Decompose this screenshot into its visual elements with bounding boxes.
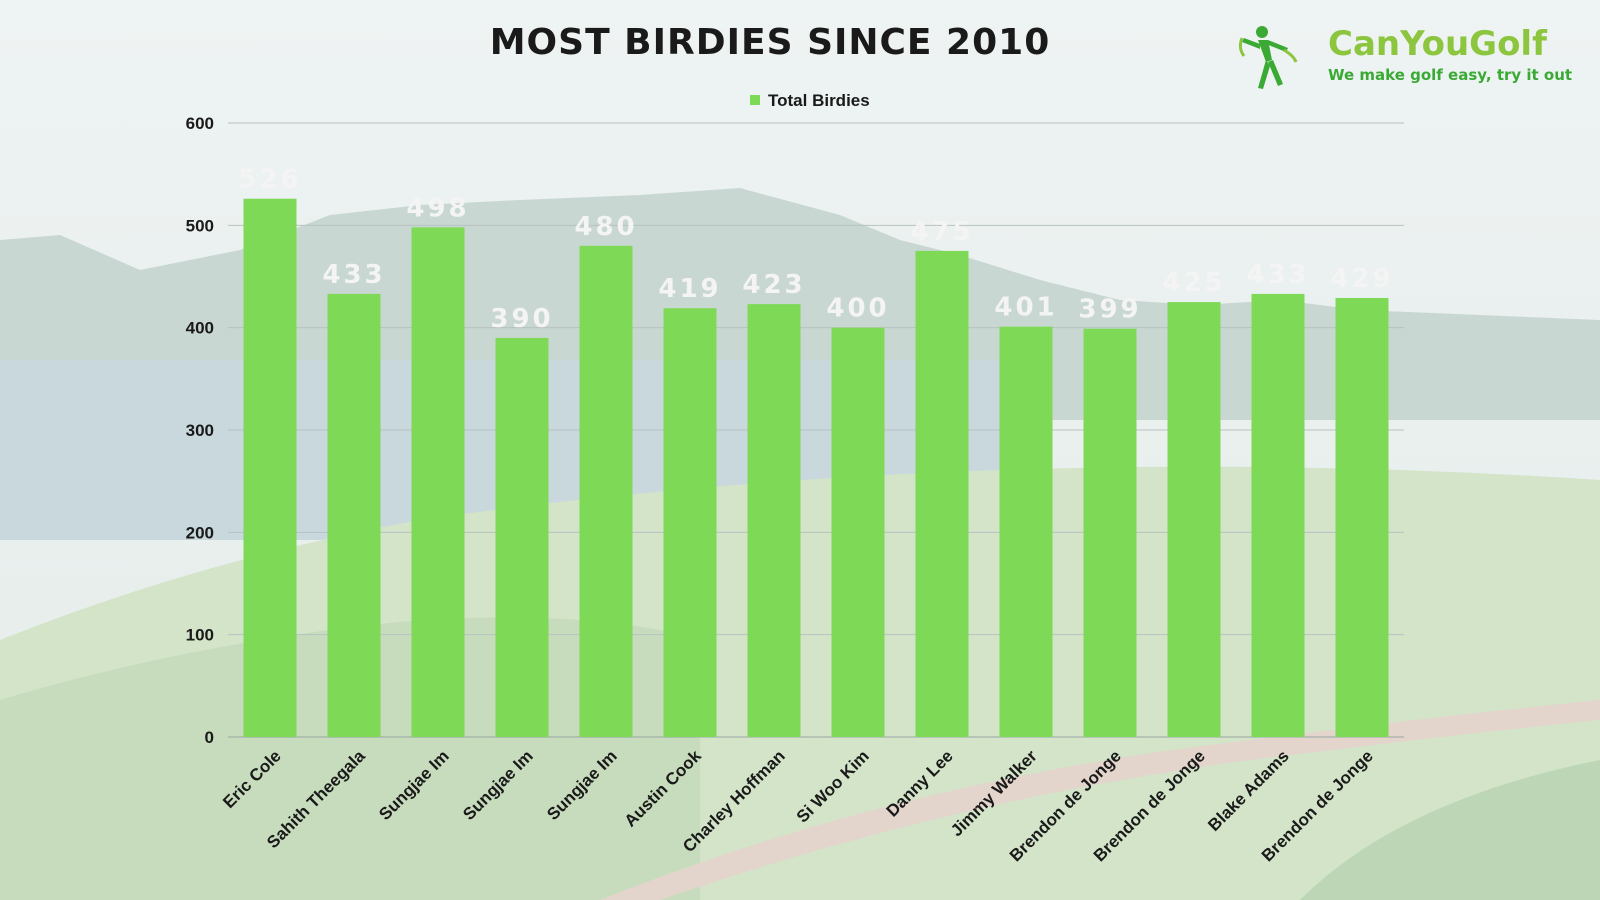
bar-value-label: 433 bbox=[1246, 260, 1309, 290]
golfer-icon bbox=[1238, 26, 1298, 89]
bar bbox=[915, 250, 969, 737]
bar bbox=[999, 326, 1053, 737]
logo-tagline: We make golf easy, try it out bbox=[1328, 66, 1573, 84]
y-tick-label: 300 bbox=[186, 421, 214, 440]
legend-swatch bbox=[750, 95, 760, 105]
y-tick-label: 500 bbox=[186, 216, 214, 235]
x-category-label: Danny Lee bbox=[883, 746, 957, 820]
canyougolf-logo: CanYouGolf We make golf easy, try it out bbox=[1232, 20, 1592, 100]
y-tick-label: 0 bbox=[205, 728, 214, 747]
bar bbox=[1083, 328, 1137, 737]
bar-value-label: 390 bbox=[490, 304, 553, 334]
bar-value-label: 429 bbox=[1330, 264, 1393, 294]
bar-value-label: 480 bbox=[574, 212, 637, 242]
x-category-label: Austin Cook bbox=[621, 746, 706, 831]
x-category-label: Sungjae Im bbox=[459, 746, 537, 824]
x-category-label: Jimmy Walker bbox=[947, 746, 1041, 840]
bar bbox=[579, 245, 633, 738]
bar-value-label: 475 bbox=[910, 217, 973, 247]
bar-value-label: 401 bbox=[994, 293, 1057, 323]
bar bbox=[327, 293, 381, 737]
bar bbox=[1335, 297, 1389, 737]
bar-value-label: 433 bbox=[322, 260, 385, 290]
bar bbox=[831, 327, 885, 737]
bar-value-label: 419 bbox=[658, 274, 721, 304]
bar bbox=[495, 337, 549, 737]
bar bbox=[663, 308, 717, 737]
x-category-label: Sungjae Im bbox=[375, 746, 453, 824]
y-tick-label: 100 bbox=[186, 626, 214, 645]
y-tick-label: 200 bbox=[186, 523, 214, 542]
chart-title: MOST BIRDIES SINCE 2010 bbox=[489, 22, 1051, 63]
bar-value-label: 526 bbox=[238, 165, 301, 195]
bar-value-label: 425 bbox=[1162, 268, 1225, 298]
bar bbox=[1167, 302, 1221, 737]
bar bbox=[243, 198, 297, 737]
logo-name: CanYouGolf bbox=[1328, 24, 1547, 64]
bar-value-label: 399 bbox=[1078, 295, 1141, 325]
x-category-label: Blake Adams bbox=[1204, 746, 1292, 834]
legend-label: Total Birdies bbox=[768, 91, 870, 110]
bar-value-label: 400 bbox=[826, 294, 889, 324]
x-category-label: Sungjae Im bbox=[543, 746, 621, 824]
y-tick-label: 600 bbox=[186, 114, 214, 133]
bar bbox=[411, 227, 465, 737]
bar-value-label: 423 bbox=[742, 270, 805, 300]
x-category-label: Eric Cole bbox=[219, 746, 285, 812]
bar bbox=[1251, 293, 1305, 737]
x-category-label: Si Woo Kim bbox=[793, 746, 873, 826]
y-tick-label: 400 bbox=[186, 319, 214, 338]
bar-value-label: 498 bbox=[406, 193, 469, 223]
bar bbox=[747, 304, 801, 737]
